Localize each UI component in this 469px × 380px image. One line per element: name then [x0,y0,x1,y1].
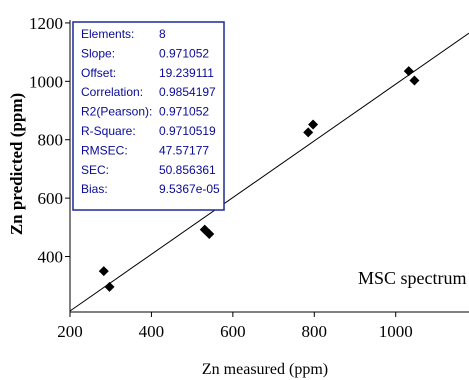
regression-line [69,32,469,312]
stats-label: RMSEC: [81,143,128,157]
stats-label: R-Square: [81,124,136,138]
y-tick-label: 800 [38,131,64,150]
stats-label: R2(Pearson): [81,105,152,119]
data-point [104,281,115,292]
x-axis-label: Zn measured (ppm) [202,361,328,378]
stats-value: 0.9710519 [159,124,216,138]
stats-value: 0.971052 [159,46,209,60]
x-tick-label: 200 [57,322,83,341]
stats-value: 0.971052 [159,105,209,119]
y-axis-label: Zn predicted (ppm) [7,93,26,235]
data-point [303,127,314,138]
x-tick-label: 800 [302,322,328,341]
stats-value: 19.239111 [159,66,214,80]
stats-value: 9.5367e-05 [159,182,220,196]
stats-box [72,21,225,211]
stats-label: Offset: [81,66,116,80]
x-tick-label: 400 [139,322,165,341]
stats-value: 47.57177 [159,143,209,157]
data-point [204,229,215,240]
stats-value: 50.856361 [159,163,216,177]
stats-label: Bias: [81,182,108,196]
x-tick-label: 600 [220,322,246,341]
data-point [98,266,109,277]
y-tick-label: 600 [38,189,64,208]
data-point [403,66,414,77]
stats-value: 8 [159,27,166,41]
chart-annotation: MSC spectrum [358,268,467,288]
y-tick-label: 1000 [29,72,63,91]
stats-label: Correlation: [81,85,143,99]
y-tick-label: 400 [38,248,64,267]
stats-label: Elements: [81,27,134,41]
stats-label: Slope: [81,46,115,60]
y-tick-label: 1200 [29,14,63,33]
data-point [308,119,319,130]
stats-value: 0.9854197 [159,85,216,99]
data-point [409,75,420,86]
x-tick-label: 1000 [379,322,413,341]
stats-label: SEC: [81,163,109,177]
